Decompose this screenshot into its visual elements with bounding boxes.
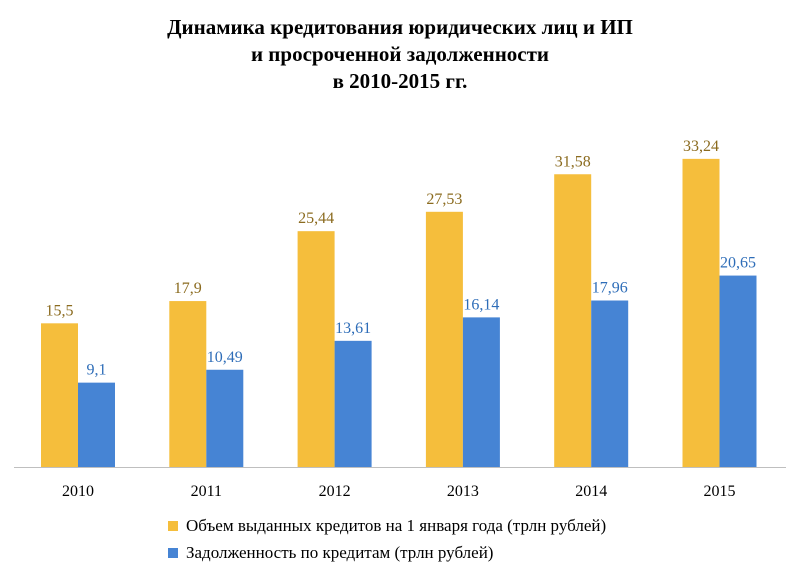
legend-item-series-2: Задолженность по кредитам (трлн рублей) — [168, 539, 606, 566]
data-label-series-1-2010: 15,5 — [46, 302, 74, 319]
legend-label-series-1: Объем выданных кредитов на 1 января года… — [186, 516, 607, 535]
data-label-series-1-2011: 17,9 — [174, 280, 202, 297]
legend-label-series-2: Задолженность по кредитам (трлн рублей) — [186, 543, 494, 562]
legend-item-series-1: Объем выданных кредитов на 1 января года… — [168, 512, 606, 539]
data-label-series-2-2012: 13,61 — [335, 320, 371, 337]
bar-series-2-2014 — [591, 300, 629, 467]
x-tick-label-2012: 2012 — [319, 483, 351, 500]
bar-series-1-2014 — [554, 174, 592, 467]
bar-series-2-2010 — [78, 382, 115, 467]
x-tick-label-2010: 2010 — [62, 483, 94, 500]
data-label-series-2-2014: 17,96 — [592, 280, 628, 297]
x-tick-label-2015: 2015 — [704, 483, 736, 500]
chart-title-line-1: Динамика кредитования юридических лиц и … — [167, 15, 633, 39]
bar-series-2-2013 — [462, 317, 500, 467]
legend: Объем выданных кредитов на 1 января года… — [168, 512, 606, 566]
legend-swatch-series-1 — [168, 520, 178, 531]
bar-series-2-2015 — [719, 275, 757, 467]
data-label-series-1-2012: 25,44 — [298, 210, 334, 227]
bar-series-2-2011 — [206, 369, 244, 467]
data-label-series-1-2015: 33,24 — [683, 138, 719, 155]
x-tick-label-2011: 2011 — [191, 483, 222, 500]
x-tick-label-2014: 2014 — [575, 483, 607, 500]
data-label-series-2-2011: 10,49 — [207, 349, 243, 366]
chart-title: Динамика кредитования юридических лиц и … — [0, 14, 800, 95]
data-label-series-2-2013: 16,14 — [463, 296, 499, 313]
bar-series-1-2011 — [169, 301, 207, 467]
data-label-series-2-2010: 9,1 — [87, 362, 107, 379]
data-label-series-1-2014: 31,58 — [555, 153, 591, 170]
bar-series-1-2015 — [682, 158, 720, 467]
x-tick-label-2013: 2013 — [447, 483, 479, 500]
data-label-series-2-2015: 20,65 — [720, 255, 756, 272]
chart-title-line-2: и просроченной задолженности — [250, 42, 550, 66]
chart-title-line-3: в 2010-2015 гг. — [332, 69, 468, 93]
legend-swatch-series-2 — [168, 547, 178, 558]
bar-series-2-2012 — [334, 340, 372, 467]
data-label-series-1-2013: 27,53 — [426, 191, 462, 208]
bar-series-1-2010 — [41, 323, 78, 467]
bar-series-1-2012 — [297, 231, 335, 467]
bar-series-1-2013 — [425, 211, 463, 467]
